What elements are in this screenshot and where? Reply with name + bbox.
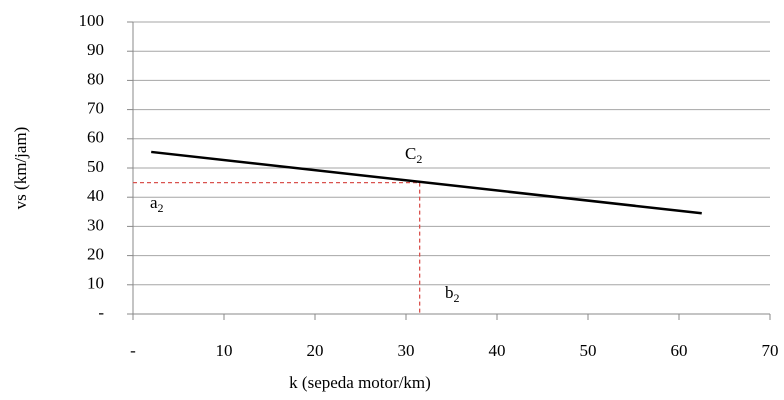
x-axis-title: k (sepeda motor/km): [289, 373, 431, 392]
annotation: C2: [405, 144, 422, 166]
y-axis-title: vs (km/jam): [11, 127, 30, 210]
y-tick-label: 50: [87, 157, 104, 176]
x-tick-label: 50: [580, 341, 597, 360]
x-tick-label: -: [130, 341, 136, 360]
x-tick-label: 10: [216, 341, 233, 360]
annotation: b2: [445, 283, 460, 305]
y-tick-label: 60: [87, 128, 104, 147]
y-tick-label: 40: [87, 186, 104, 205]
y-tick-label: -: [98, 303, 104, 322]
y-tick-label: 90: [87, 40, 104, 59]
y-tick-label: 30: [87, 215, 104, 234]
annotation-text: b: [445, 283, 454, 302]
annotation: a2: [150, 193, 164, 215]
annotation-subscript: 2: [158, 201, 164, 215]
y-tick-label: 10: [87, 274, 104, 293]
annotation-subscript: 2: [416, 152, 422, 166]
y-tick-label: 20: [87, 245, 104, 264]
x-tick-label: 20: [307, 341, 324, 360]
y-tick-label: 80: [87, 69, 104, 88]
annotation-text: a: [150, 193, 158, 212]
annotation-text: C: [405, 144, 416, 163]
x-tick-label: 40: [489, 341, 506, 360]
annotation-subscript: 2: [454, 291, 460, 305]
x-tick-label: 70: [762, 341, 779, 360]
y-tick-label: 70: [87, 99, 104, 118]
y-tick-label: 100: [79, 11, 105, 30]
x-tick-label: 30: [398, 341, 415, 360]
x-tick-label: 60: [671, 341, 688, 360]
data-line: [151, 150, 702, 215]
